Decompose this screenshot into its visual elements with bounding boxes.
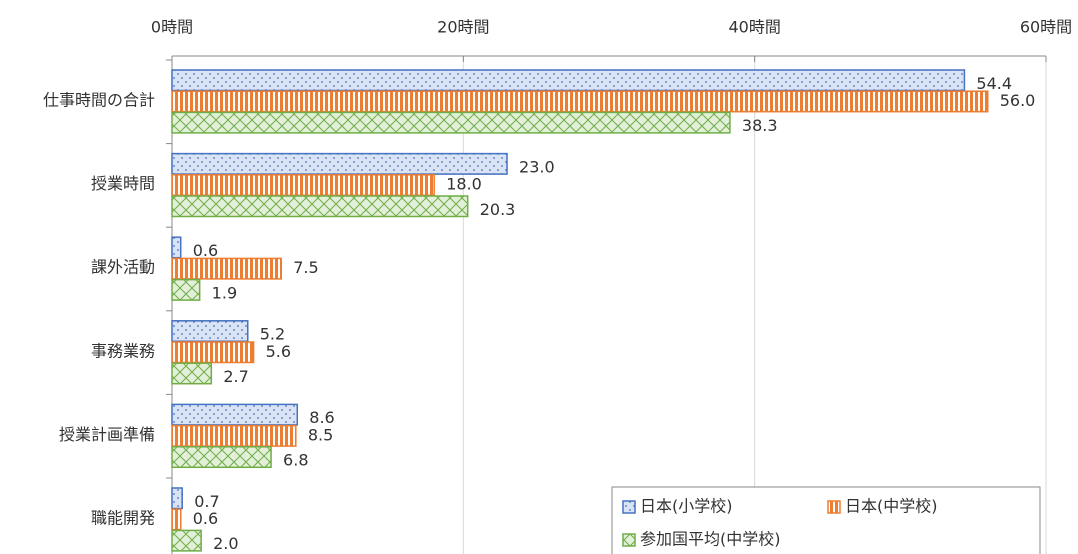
data-label: 1.9	[212, 283, 237, 302]
data-label: 2.7	[223, 367, 248, 386]
data-label: 5.2	[260, 325, 285, 344]
y-tick-label: 授業計画準備	[59, 425, 155, 444]
data-label: 54.4	[976, 74, 1012, 93]
legend-box	[611, 486, 1041, 554]
y-tick-label: 仕事時間の合計	[43, 91, 155, 110]
bar	[171, 529, 202, 552]
y-tick-label: 職能開発	[91, 509, 155, 528]
data-label: 0.6	[193, 509, 218, 528]
bar	[171, 424, 297, 447]
data-label: 5.6	[266, 342, 291, 361]
data-label: 2.0	[213, 534, 238, 553]
bar	[171, 446, 272, 469]
data-label: 8.6	[309, 408, 334, 427]
data-label: 23.0	[519, 157, 555, 176]
data-label: 38.3	[742, 116, 778, 135]
y-tick-label: 課外活動	[91, 258, 155, 277]
bar	[171, 278, 201, 301]
data-label: 56.0	[1000, 91, 1036, 110]
legend-swatch	[622, 500, 636, 514]
data-label: 6.8	[283, 451, 308, 470]
data-label: 0.6	[193, 241, 218, 260]
bar	[171, 111, 731, 134]
legend-label: 参加国平均(中学校)	[640, 530, 781, 549]
bar	[171, 90, 989, 113]
bar	[171, 487, 183, 510]
legend-label: 日本(小学校)	[640, 497, 733, 516]
y-tick-label: 授業時間	[91, 174, 155, 193]
bar	[171, 320, 249, 343]
legend-swatch	[827, 500, 841, 514]
data-label: 8.5	[308, 425, 333, 444]
x-tick-label: 20時間	[437, 18, 489, 37]
bar	[171, 152, 508, 175]
legend-swatch	[622, 533, 636, 547]
bar	[171, 174, 435, 197]
bar	[171, 257, 282, 280]
bar	[171, 362, 213, 385]
data-label: 7.5	[293, 258, 318, 277]
x-tick-label: 0時間	[151, 18, 193, 37]
bar	[171, 69, 966, 92]
bar	[171, 195, 469, 218]
x-tick-label: 60時間	[1020, 18, 1072, 37]
y-tick-label: 事務業務	[91, 341, 155, 360]
x-tick-label: 40時間	[728, 18, 780, 37]
data-label: 18.0	[446, 175, 482, 194]
bar	[171, 236, 182, 259]
data-label: 20.3	[480, 200, 516, 219]
bar	[171, 341, 255, 364]
bar	[171, 403, 299, 426]
data-label: 0.7	[194, 492, 219, 511]
legend-label: 日本(中学校)	[845, 497, 938, 516]
bar	[171, 508, 182, 531]
